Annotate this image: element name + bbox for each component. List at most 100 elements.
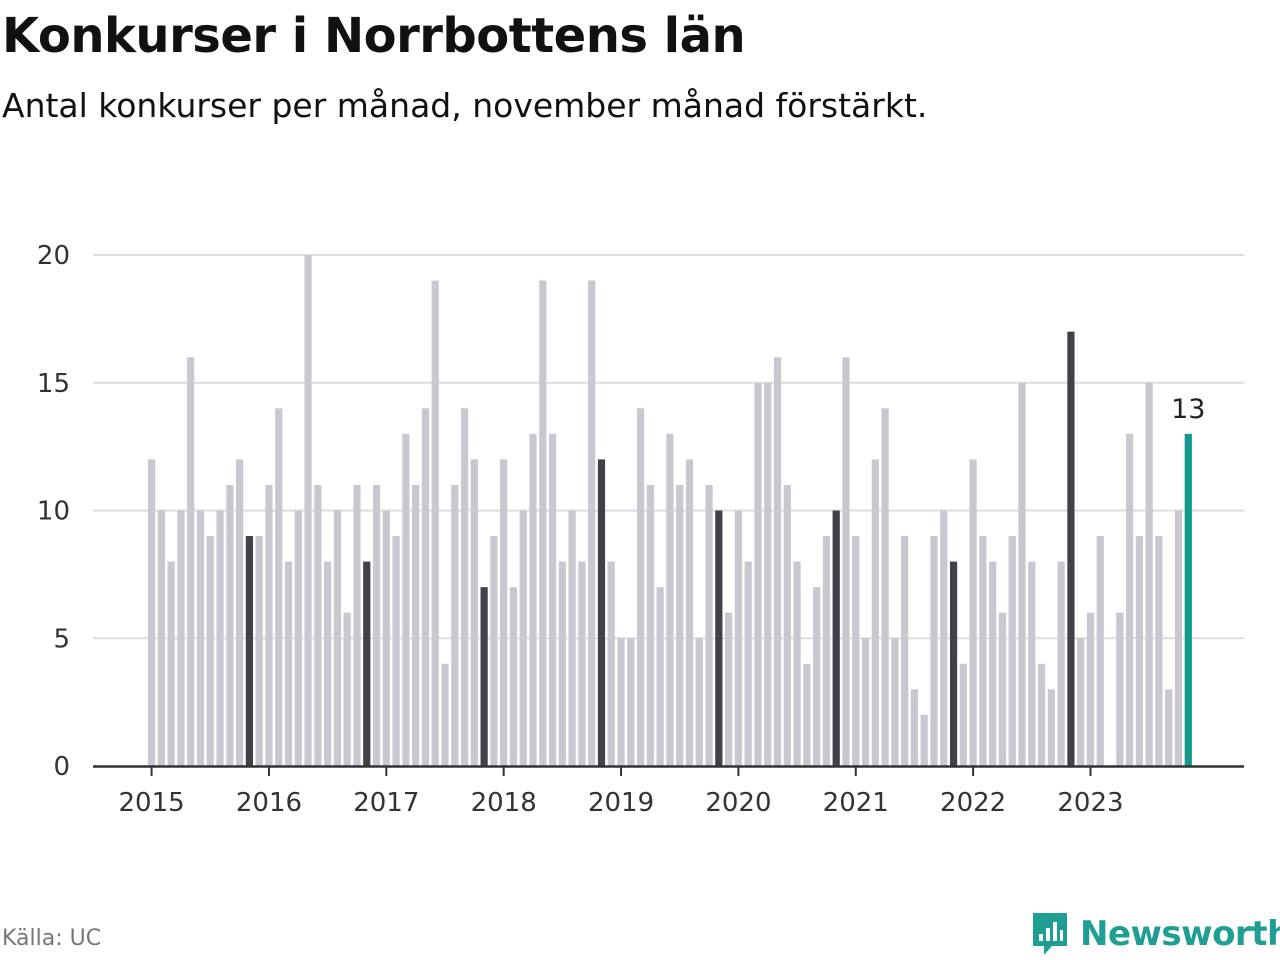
bar [255,536,263,766]
bar [333,510,342,766]
bar [842,357,850,766]
bar [509,587,518,766]
bar [1096,536,1104,766]
y-tick-label: 10 [37,497,70,527]
bar [910,689,919,766]
latest-value-label: 13 [1171,394,1205,425]
bars [148,255,1192,766]
bar [412,484,420,766]
bar [1047,689,1055,766]
bar [695,638,703,766]
bar [157,510,165,766]
bar [148,459,156,766]
bar [617,638,625,766]
bar [187,357,195,766]
bar [676,484,684,766]
bar [940,510,948,766]
bar [852,536,860,766]
bar [1028,561,1036,766]
brand-logo[interactable]: Newsworthy [1030,910,1280,958]
brand-name: Newsworthy [1080,914,1280,954]
x-tick-label: 2020 [705,788,771,818]
bar [1174,510,1183,766]
bar [646,484,654,766]
bar [402,433,410,766]
bar [578,561,586,766]
bar [969,459,977,766]
bar [343,612,351,766]
bar [216,510,224,766]
bar [265,484,273,766]
bar [754,382,762,766]
bar [324,561,332,766]
bar [685,459,694,766]
bar [930,536,938,766]
bar [637,408,645,766]
bar [529,433,537,766]
bar [627,638,635,766]
bar [284,561,293,766]
bar [421,408,430,766]
bar [901,536,909,766]
bar-november [597,459,606,766]
source-note: Källa: UC [2,926,102,951]
bar [196,510,205,766]
bar [226,484,234,766]
bar [1116,612,1124,766]
bar [744,561,752,766]
bar [803,663,811,766]
bar-november [480,587,488,766]
bar [871,459,879,766]
bar [666,433,674,766]
x-tick-label: 2018 [471,788,537,818]
x-tick-label: 2016 [236,788,302,818]
bar [167,561,175,766]
bar-november [949,561,958,766]
x-tick-label: 2015 [119,788,185,818]
x-tick-label: 2019 [588,788,654,818]
bar [705,484,713,766]
bar [656,587,664,766]
bar [920,714,928,766]
bar [470,459,478,766]
y-tick-label: 0 [53,752,70,782]
bar [998,612,1007,766]
bar-chart-logo-icon [1033,913,1067,955]
bar [959,663,967,766]
bar [822,536,831,766]
bar-november [245,536,253,766]
bar [1057,561,1065,766]
bar [460,408,469,766]
y-tick-label: 5 [53,624,70,654]
bar [764,382,772,766]
bar [314,484,322,766]
bar [989,561,997,766]
bar [1145,382,1153,766]
bar [891,638,899,766]
bar [490,536,498,766]
x-tick-label: 2023 [1057,788,1123,818]
bar [1126,433,1134,766]
bar [734,510,742,766]
x-tick-label: 2022 [940,788,1006,818]
bar-november [832,510,840,766]
x-tick-label: 2017 [353,788,419,818]
bar [539,280,547,766]
bar [451,484,459,766]
bar [813,587,821,766]
bar [206,536,214,766]
x-tick-label: 2021 [823,788,889,818]
bar [1086,612,1095,766]
bar [1008,536,1016,766]
bar [568,510,576,766]
bar [773,357,782,766]
bar [294,510,302,766]
bar [519,510,527,766]
bar [793,561,801,766]
bar [382,510,390,766]
bar [783,484,791,766]
bar [607,561,615,766]
bar [1165,689,1173,766]
chart-subtitle: Antal konkurser per månad, november måna… [2,86,928,125]
